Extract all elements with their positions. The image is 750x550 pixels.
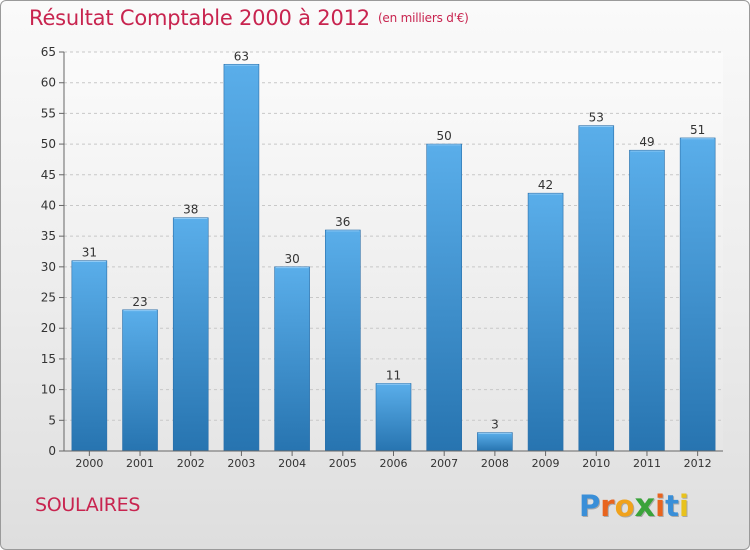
chart-title-text: Résultat Comptable 2000 à 2012: [29, 6, 370, 30]
x-tick-label: 2009: [532, 457, 560, 470]
y-tick-label: 25: [41, 291, 56, 305]
bar-value-label: 36: [335, 215, 350, 229]
bar-value-label: 63: [234, 49, 249, 63]
y-tick-label: 45: [41, 168, 56, 182]
x-tick-label: 2003: [227, 457, 255, 470]
bar: [172, 217, 209, 452]
y-tick-label: 0: [48, 444, 56, 458]
bar: [426, 143, 462, 452]
x-tick-label: 2010: [582, 457, 610, 470]
x-tick-label: 2012: [684, 457, 712, 470]
bar: [527, 192, 564, 452]
y-tick-label: 5: [48, 413, 56, 427]
bar-value-label: 23: [132, 295, 147, 309]
bar-value-label: 51: [690, 123, 705, 137]
logo-letter: t: [665, 489, 679, 523]
logo-letter: i: [678, 489, 689, 523]
bar-value-label: 50: [437, 129, 452, 143]
bar: [325, 229, 361, 452]
chart-title: Résultat Comptable 2000 à 2012 (en millie…: [29, 6, 469, 30]
x-tick-label: 2011: [633, 457, 661, 470]
bar: [578, 125, 615, 452]
bar: [122, 309, 158, 452]
y-tick-label: 55: [41, 106, 56, 120]
logo-letter: r: [600, 489, 615, 523]
y-tick-label: 30: [41, 260, 56, 274]
bar-value-label: 3: [491, 418, 499, 432]
y-tick-label: 50: [41, 137, 56, 151]
x-tick-label: 2007: [430, 457, 458, 470]
y-tick-label: 10: [41, 383, 56, 397]
x-tick-label: 2002: [177, 457, 205, 470]
bar-layer: 31 23 38 63 30 36 11 50 3 42 53 49 51: [71, 49, 716, 452]
bar: [71, 260, 108, 452]
chart-subtitle: (en milliers d'€): [377, 11, 469, 25]
y-tick-label: 40: [41, 198, 56, 212]
bar-value-label: 30: [284, 252, 299, 266]
bar: [223, 63, 260, 452]
x-tick-label: 2000: [75, 457, 103, 470]
y-tick-label: 35: [41, 229, 56, 243]
bar: [375, 383, 412, 452]
x-tick-label: 2008: [481, 457, 509, 470]
bar-value-label: 31: [82, 246, 97, 260]
bar: [629, 149, 665, 452]
bar-value-label: 42: [538, 178, 553, 192]
y-tick-label: 15: [41, 352, 56, 366]
y-tick-label: 20: [41, 321, 56, 335]
bar: [274, 266, 310, 452]
bar-value-label: 11: [386, 368, 401, 382]
x-tick-label: 2006: [380, 457, 408, 470]
bar: [477, 432, 513, 452]
bar: [679, 137, 716, 452]
commune-name: SOULAIRES: [35, 494, 141, 516]
y-tick-label: 60: [41, 76, 56, 90]
logo-letter: i: [655, 489, 666, 523]
bar-value-label: 38: [183, 203, 198, 217]
x-tick-label: 2004: [278, 457, 306, 470]
bar-value-label: 53: [589, 111, 604, 125]
logo-letter: o: [614, 489, 635, 523]
y-tick-label: 65: [41, 45, 56, 59]
x-tick-label: 2005: [329, 457, 357, 470]
logo-letter: P: [579, 489, 601, 523]
bar-value-label: 49: [639, 135, 654, 149]
axis-layer: 0 5 10 15 20 25 30 35 40 45 50 55 60 65 2000 2001 2002 20…: [41, 45, 723, 470]
x-tick-label: 2001: [126, 457, 154, 470]
logo-letter: x: [634, 486, 656, 524]
proxiti-logo: Proxiti: [579, 486, 689, 524]
